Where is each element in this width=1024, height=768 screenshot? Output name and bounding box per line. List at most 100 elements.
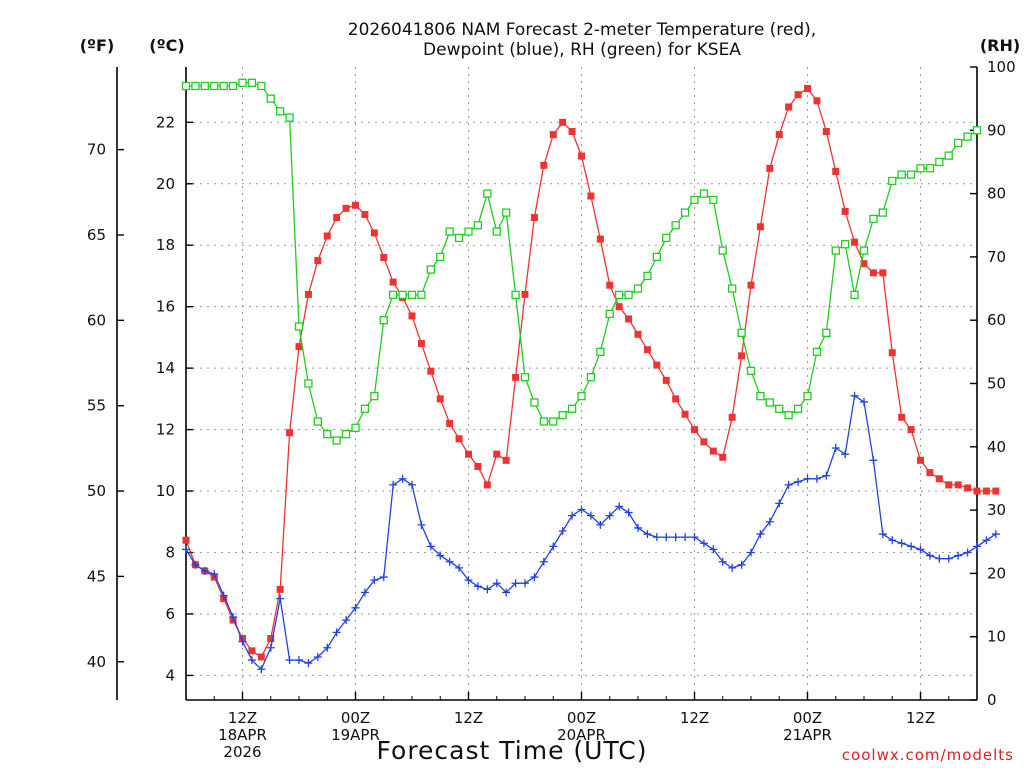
celsius-unit-label: (ºC)	[149, 36, 184, 55]
rh-point	[294, 322, 304, 331]
rh-point	[323, 429, 332, 439]
temperature-point	[182, 536, 190, 544]
rh-point	[407, 290, 417, 300]
rh-point	[511, 290, 520, 300]
dewpoint-point	[210, 570, 219, 579]
celsius-tick-label: 8	[165, 544, 175, 562]
temperature-point	[756, 223, 764, 231]
temperature-point	[728, 413, 736, 421]
rh-point	[652, 252, 661, 262]
rh-point	[304, 379, 313, 388]
temperature-point	[257, 653, 265, 661]
dewpoint-point	[332, 628, 341, 637]
dewpoint-point	[483, 585, 492, 594]
temperature-point	[898, 413, 906, 421]
temperature-point	[304, 290, 312, 298]
temperature-point	[643, 346, 651, 354]
dewpoint-point	[200, 566, 209, 575]
rh-tick-label: 100	[987, 58, 1016, 76]
rh-point	[417, 290, 426, 300]
dewpoint-point	[634, 523, 642, 532]
temperature-point	[935, 475, 943, 483]
dewpoint-point	[690, 533, 699, 542]
rh-point	[436, 252, 445, 262]
dewpoint-point	[238, 637, 247, 646]
celsius-tick-label: 14	[156, 359, 175, 377]
rh-point	[549, 417, 558, 426]
rh-point	[944, 151, 953, 160]
dewpoint-point	[794, 477, 803, 486]
rh-unit-label: (RH)	[980, 36, 1020, 55]
temperature-point	[615, 303, 623, 311]
temperature-point	[323, 232, 331, 240]
dewpoint-point	[596, 520, 605, 529]
rh-tick-label: 90	[987, 121, 1006, 139]
x-tick-label: 12Z	[680, 709, 709, 727]
temperature-line	[185, 87, 996, 658]
dewpoint-point	[803, 474, 812, 483]
dewpoint-point	[229, 613, 238, 622]
dewpoint-point	[756, 530, 765, 539]
temperature-point	[248, 647, 256, 655]
rh-tick-label: 80	[987, 185, 1006, 203]
rh-point	[699, 189, 709, 198]
dewpoint-point	[963, 548, 972, 557]
x-tick-label: 00Z	[793, 709, 822, 727]
dewpoint-point	[615, 502, 624, 511]
rh-point	[963, 132, 972, 141]
dewpoint-point	[445, 557, 454, 566]
temperature-point	[587, 192, 595, 200]
rh-point	[803, 392, 812, 401]
temperature-point	[822, 128, 830, 136]
rh-point	[464, 227, 473, 236]
temperature-point	[455, 435, 463, 443]
chart-title-line-2: Dewpoint (blue), RH (green) for KSEA	[423, 40, 741, 60]
temperature-point	[596, 235, 604, 243]
rh-point	[454, 233, 464, 243]
dewpoint-point	[586, 511, 595, 520]
dewpoint-point	[737, 560, 746, 569]
rh-point	[615, 290, 624, 300]
credit-label: coolwx.com/modelts	[842, 746, 1014, 764]
rh-point	[492, 227, 501, 236]
rh-point	[586, 373, 596, 382]
temperature-point	[851, 238, 859, 246]
rh-point	[869, 214, 878, 224]
temperature-point	[578, 152, 585, 160]
dewpoint-point	[577, 505, 586, 514]
temperature-point	[502, 456, 510, 464]
temperature-point	[681, 410, 689, 418]
dewpoint-point	[182, 545, 190, 554]
celsius-tick-label: 22	[156, 113, 175, 131]
dewpoint-point	[464, 576, 473, 585]
rh-point	[596, 347, 605, 357]
rh-point	[643, 271, 652, 281]
rh-point	[916, 164, 925, 173]
celsius-tick-label: 10	[156, 482, 175, 500]
dewpoint-point	[473, 582, 482, 591]
dewpoint-point	[888, 536, 897, 545]
rh-point	[850, 290, 859, 300]
temperature-point	[794, 91, 802, 99]
rh-point	[247, 78, 257, 87]
dewpoint-point	[765, 517, 774, 526]
rh-point	[530, 398, 539, 407]
rh-point	[671, 221, 680, 230]
dewpoint-point	[812, 474, 821, 483]
dewpoint-point	[747, 548, 755, 557]
rh-point	[812, 347, 822, 357]
temperature-point	[474, 462, 482, 470]
temperature-point	[446, 419, 454, 427]
rh-point	[520, 373, 530, 382]
dewpoint-point	[521, 579, 529, 588]
rh-point	[841, 240, 850, 249]
dewpoint-point	[935, 554, 944, 563]
rh-point	[567, 404, 577, 413]
rh-point	[822, 328, 831, 338]
dewpoint-point	[492, 579, 501, 588]
dewpoint-point	[775, 499, 784, 508]
temperature-point	[672, 395, 680, 403]
rh-point	[276, 107, 285, 116]
rh-point	[662, 233, 671, 243]
